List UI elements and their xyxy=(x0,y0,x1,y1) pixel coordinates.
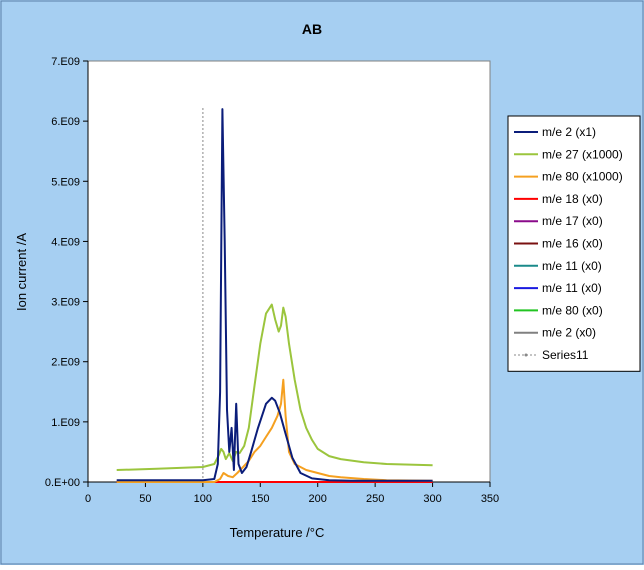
y-tick-label: 0.E+00 xyxy=(45,477,80,489)
legend-entry-label: m/e 16 (x0) xyxy=(542,237,603,251)
plot-area xyxy=(87,60,491,483)
legend-entry-label: Series11 xyxy=(542,348,589,362)
legend-entry-label: m/e 80 (x0) xyxy=(542,303,603,317)
y-tick-label: 2.E09 xyxy=(51,357,80,369)
y-tick-label: 6.E09 xyxy=(51,116,80,128)
legend-entry-label: m/e 80 (x1000) xyxy=(542,170,623,184)
x-tick-label: 350 xyxy=(481,493,499,505)
legend-entry-label: m/e 2 (x1) xyxy=(542,125,596,139)
legend-marker xyxy=(524,353,528,357)
legend-entry-label: m/e 27 (x1000) xyxy=(542,147,623,161)
x-tick-label: 50 xyxy=(139,493,151,505)
y-tick-label: 5.E09 xyxy=(51,176,80,188)
series-line xyxy=(116,303,433,471)
y-tick-label: 4.E09 xyxy=(51,236,80,248)
x-tick-label: 0 xyxy=(85,493,91,505)
legend-entry-label: m/e 17 (x0) xyxy=(542,214,603,228)
legend-entry-label: m/e 2 (x0) xyxy=(542,326,596,340)
legend: m/e 2 (x1) m/e 27 (x1000) m/e 80 (x1000) m/… xyxy=(507,115,641,372)
y-tick-label: 1.E09 xyxy=(51,417,80,429)
x-axis-label: Temperature /°C xyxy=(230,525,325,540)
legend-entry-label: m/e 11 (x0) xyxy=(542,281,602,295)
legend-entry-label: m/e 11 (x0) xyxy=(542,259,602,273)
x-tick-label: 100 xyxy=(194,493,212,505)
legend-entry-label: m/e 18 (x0) xyxy=(542,192,603,206)
x-tick-label: 200 xyxy=(309,493,327,505)
x-tick-label: 300 xyxy=(423,493,441,505)
x-tick-label: 250 xyxy=(366,493,384,505)
y-tick-label: 3.E09 xyxy=(51,297,80,309)
series-line xyxy=(116,108,433,482)
series-line xyxy=(116,378,433,483)
y-tick-label: 7.E09 xyxy=(51,56,80,68)
y-axis-label: Ion current /A xyxy=(14,233,29,311)
chart-title: AB xyxy=(302,21,322,37)
x-tick-label: 150 xyxy=(251,493,269,505)
series-layer xyxy=(116,106,433,483)
